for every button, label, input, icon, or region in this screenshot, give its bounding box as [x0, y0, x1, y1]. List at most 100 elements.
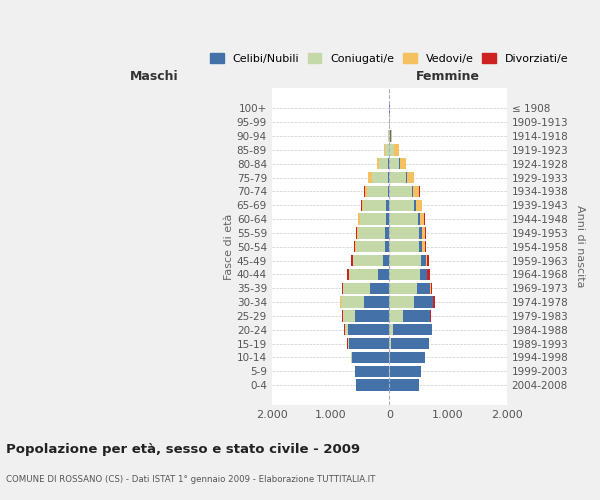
- Bar: [420, 268, 427, 280]
- Bar: [343, 310, 355, 322]
- Y-axis label: Fasce di età: Fasce di età: [224, 214, 234, 280]
- Bar: [406, 172, 407, 183]
- Bar: [343, 282, 370, 294]
- Bar: [416, 200, 422, 211]
- Bar: [385, 227, 389, 238]
- Bar: [391, 338, 429, 349]
- Bar: [425, 255, 427, 266]
- Legend: Celibi/Nubili, Coniugati/e, Vedovi/e, Divorziati/e: Celibi/Nubili, Coniugati/e, Vedovi/e, Di…: [207, 50, 571, 67]
- Bar: [389, 227, 419, 238]
- Bar: [368, 172, 371, 183]
- Bar: [347, 268, 349, 280]
- Bar: [388, 158, 389, 170]
- Bar: [388, 130, 389, 142]
- Bar: [388, 186, 389, 197]
- Bar: [349, 268, 377, 280]
- Bar: [347, 338, 349, 349]
- Bar: [391, 130, 392, 142]
- Bar: [348, 324, 389, 336]
- Bar: [403, 310, 430, 322]
- Bar: [386, 200, 389, 211]
- Bar: [359, 214, 386, 224]
- Bar: [367, 186, 388, 197]
- Bar: [377, 268, 389, 280]
- Bar: [433, 296, 434, 308]
- Bar: [355, 366, 389, 377]
- Bar: [370, 282, 389, 294]
- Bar: [413, 186, 419, 197]
- Bar: [362, 200, 364, 211]
- Bar: [394, 144, 399, 156]
- Bar: [354, 241, 355, 252]
- Bar: [344, 324, 348, 336]
- Bar: [379, 158, 388, 170]
- Bar: [389, 130, 391, 142]
- Bar: [425, 241, 426, 252]
- Bar: [422, 227, 425, 238]
- Bar: [389, 214, 418, 224]
- Bar: [352, 352, 389, 363]
- Bar: [342, 282, 343, 294]
- Bar: [389, 324, 394, 336]
- Bar: [389, 241, 419, 252]
- Bar: [412, 186, 413, 197]
- Bar: [389, 172, 406, 183]
- Bar: [389, 268, 420, 280]
- Bar: [414, 296, 433, 308]
- Bar: [418, 214, 420, 224]
- Bar: [419, 241, 422, 252]
- Bar: [351, 255, 353, 266]
- Bar: [389, 186, 412, 197]
- Bar: [431, 282, 433, 294]
- Bar: [355, 310, 389, 322]
- Bar: [421, 255, 425, 266]
- Bar: [358, 227, 385, 238]
- Text: Femmine: Femmine: [416, 70, 480, 84]
- Bar: [383, 144, 385, 156]
- Text: COMUNE DI ROSSANO (CS) - Dati ISTAT 1° gennaio 2009 - Elaborazione TUTTITALIA.IT: COMUNE DI ROSSANO (CS) - Dati ISTAT 1° g…: [6, 476, 376, 484]
- Bar: [349, 338, 389, 349]
- Bar: [389, 296, 414, 308]
- Bar: [389, 282, 418, 294]
- Bar: [389, 352, 390, 363]
- Bar: [389, 158, 399, 170]
- Bar: [399, 158, 400, 170]
- Bar: [389, 380, 419, 390]
- Bar: [414, 200, 416, 211]
- Bar: [389, 338, 391, 349]
- Bar: [389, 366, 421, 377]
- Bar: [377, 158, 379, 170]
- Bar: [353, 255, 383, 266]
- Bar: [420, 214, 424, 224]
- Bar: [427, 268, 430, 280]
- Bar: [341, 296, 364, 308]
- Bar: [356, 227, 357, 238]
- Bar: [424, 214, 425, 224]
- Bar: [418, 282, 430, 294]
- Bar: [427, 255, 429, 266]
- Bar: [422, 241, 425, 252]
- Bar: [371, 172, 388, 183]
- Bar: [383, 255, 389, 266]
- Bar: [400, 158, 406, 170]
- Bar: [389, 144, 394, 156]
- Bar: [364, 200, 386, 211]
- Bar: [389, 255, 421, 266]
- Bar: [389, 200, 414, 211]
- Bar: [419, 227, 422, 238]
- Y-axis label: Anni di nascita: Anni di nascita: [575, 206, 585, 288]
- Bar: [425, 227, 426, 238]
- Bar: [385, 241, 389, 252]
- Bar: [356, 380, 389, 390]
- Bar: [385, 144, 389, 156]
- Bar: [407, 172, 414, 183]
- Bar: [358, 214, 359, 224]
- Bar: [386, 214, 389, 224]
- Bar: [356, 241, 385, 252]
- Bar: [394, 324, 431, 336]
- Text: Popolazione per età, sesso e stato civile - 2009: Popolazione per età, sesso e stato civil…: [6, 442, 360, 456]
- Bar: [388, 172, 389, 183]
- Bar: [365, 186, 367, 197]
- Bar: [389, 310, 403, 322]
- Bar: [390, 352, 425, 363]
